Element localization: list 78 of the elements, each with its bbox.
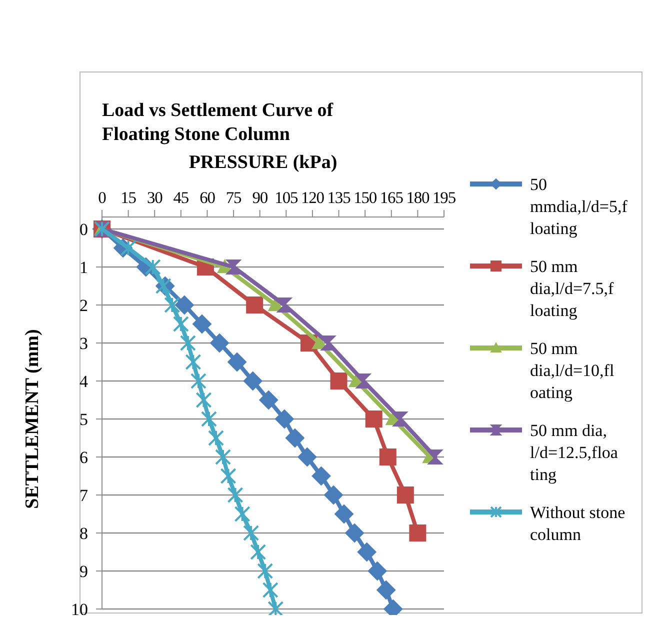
point — [396, 486, 414, 504]
point — [228, 352, 247, 372]
x-tick-label: 45 — [173, 188, 189, 207]
chart-title: Load vs Settlement Curve of Floating Stone Column — [102, 100, 334, 145]
x-tick-label: 180 — [406, 188, 430, 207]
legend-label: 50 mm dia, l/d=12.5,floating — [530, 421, 618, 484]
point — [368, 562, 387, 580]
point — [180, 335, 196, 351]
point — [312, 466, 331, 486]
point — [259, 390, 278, 410]
x-tick-label: 120 — [300, 188, 324, 207]
point — [196, 392, 212, 408]
y-tick-label: 10 — [71, 600, 88, 619]
point — [220, 468, 236, 484]
point — [174, 296, 194, 314]
y-axis-title: SETTLEMENT (mm) — [22, 329, 43, 509]
point — [376, 580, 396, 600]
legend-label: 50 mmdia,l/d=5,floating — [530, 175, 628, 238]
point — [246, 296, 264, 314]
point — [298, 448, 317, 466]
point — [330, 372, 348, 390]
point — [392, 412, 408, 426]
point — [250, 544, 266, 560]
point — [274, 410, 294, 428]
legend-label: 50 mm dia,l/d=7.5,floating — [530, 257, 614, 320]
y-tick-label: 2 — [80, 296, 88, 315]
point — [234, 506, 250, 522]
point — [190, 373, 206, 389]
x-tick-label: 0 — [98, 188, 106, 207]
point — [164, 297, 180, 313]
point — [357, 542, 376, 562]
point — [320, 336, 336, 350]
point — [185, 354, 202, 370]
point — [428, 450, 443, 464]
point — [276, 298, 292, 312]
point — [268, 601, 284, 615]
point — [379, 448, 396, 466]
point — [210, 334, 230, 352]
point — [243, 525, 260, 541]
point — [345, 524, 364, 542]
y-tick-label: 0 — [80, 220, 88, 239]
point — [208, 430, 224, 446]
x-tick-label: 165 — [380, 188, 404, 207]
y-tick-label: 8 — [80, 524, 88, 543]
x-tick-label: 90 — [252, 188, 268, 207]
y-tick-label: 3 — [80, 334, 88, 353]
x-tick-label: 195 — [432, 188, 456, 207]
y-tick-label: 1 — [80, 258, 88, 277]
point — [409, 524, 426, 542]
x-tick-label: 135 — [327, 188, 351, 207]
y-tick-label: 5 — [80, 410, 88, 429]
point — [227, 487, 244, 503]
legend-label: 50 mm dia,l/d=10,floating — [530, 339, 614, 402]
point — [200, 411, 217, 427]
point — [334, 504, 354, 524]
x-tick-label: 30 — [146, 188, 163, 207]
y-tick-label: 7 — [80, 486, 88, 505]
point — [285, 428, 304, 448]
x-axis-title: PRESSURE (kPa) — [188, 152, 338, 173]
point — [215, 449, 232, 465]
point — [365, 410, 382, 428]
point — [324, 486, 344, 504]
x-tick-label: 60 — [200, 188, 216, 207]
point — [356, 374, 371, 388]
point — [226, 260, 242, 274]
x-tick-label: 15 — [120, 188, 136, 207]
point — [192, 314, 212, 334]
x-tick-label: 75 — [226, 188, 242, 207]
point — [243, 372, 262, 390]
point — [257, 563, 274, 579]
y-tick-label: 6 — [80, 448, 88, 467]
point — [262, 582, 278, 598]
point — [172, 316, 189, 332]
y-tick-label: 4 — [80, 372, 88, 391]
y-tick-label: 9 — [80, 562, 88, 581]
legend-label: Without stone column — [530, 503, 626, 544]
x-tick-label: 105 — [274, 188, 298, 207]
x-tick-label: 150 — [354, 188, 377, 207]
